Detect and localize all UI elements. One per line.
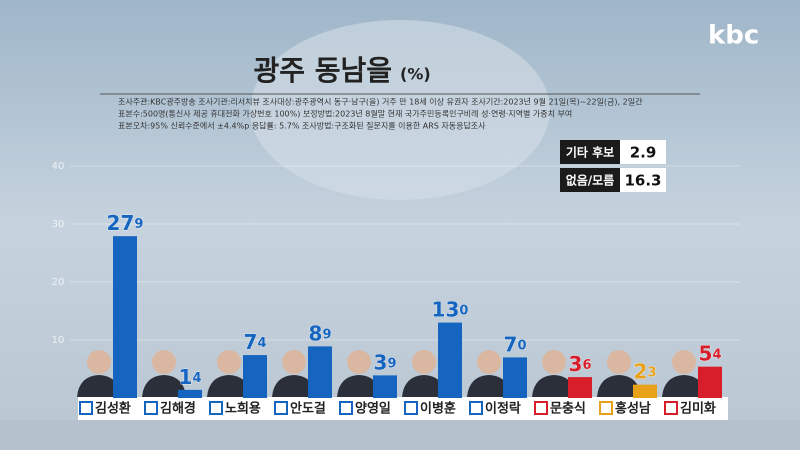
others-value-box (620, 140, 666, 164)
survey-note: 표본오차:95% 신뢰수준에서 ±4.4%p 응답률: 5.7% 조사방법:구조… (118, 121, 486, 131)
others-value: 16.3 (624, 172, 661, 190)
candidate-head (412, 350, 436, 374)
x-tick-label: 안도걸 (290, 401, 326, 417)
candidate-head (217, 350, 241, 374)
others-value: 2.9 (630, 144, 657, 162)
x-tick-label: 이병훈 (420, 401, 456, 417)
candidate-body (337, 375, 381, 397)
x-tick-label: 홍성남 (615, 401, 651, 417)
bar (373, 375, 397, 398)
party-icon (339, 401, 353, 415)
bar (503, 357, 527, 398)
party-icon (404, 401, 418, 415)
bar (308, 346, 332, 398)
candidate-body (77, 375, 121, 397)
candidate-body (467, 375, 511, 397)
candidate-body (532, 375, 576, 397)
x-tick-label: 양영일 (355, 402, 391, 417)
unit: (%) (400, 65, 431, 84)
party-icon (469, 401, 483, 415)
party-icon (664, 401, 678, 415)
party-icon (534, 401, 548, 415)
x-tick-label: 김성환 (95, 401, 131, 417)
others-label-box (560, 168, 620, 192)
value-label: 130 (432, 297, 469, 321)
candidate-body (272, 375, 316, 397)
x-tick-label: 노희용 (225, 401, 261, 417)
y-tick-label: 10 (52, 335, 65, 346)
candidate-head (607, 350, 631, 374)
candidate-head (347, 350, 371, 374)
party-icon (274, 401, 288, 415)
candidate-head (282, 350, 306, 374)
candidate-body (207, 375, 251, 397)
candidate-head (672, 350, 696, 374)
candidate-body (142, 375, 186, 397)
bar (178, 389, 202, 398)
others-label: 기타 후보 (566, 145, 614, 160)
candidate-body (402, 375, 446, 397)
name-strip (78, 397, 728, 420)
survey-note: 조사주관:KBC광주방송 조사기관:리서치뷰 조사대상:광주광역시 동구·남구(… (118, 97, 643, 107)
bar (568, 377, 592, 398)
bar (243, 355, 267, 398)
party-icon (79, 401, 93, 415)
candidate-head (87, 350, 111, 374)
x-tick-label: 김해경 (160, 401, 196, 417)
bar (633, 384, 657, 398)
party-icon (599, 401, 613, 415)
candidate-body (662, 375, 706, 397)
y-tick-label: 30 (52, 219, 65, 230)
value-label: 23 (634, 359, 657, 383)
candidate-body (597, 375, 641, 397)
others-value-box (620, 168, 666, 192)
value-label: 39 (374, 350, 397, 374)
bar (438, 322, 462, 398)
candidate-head (152, 350, 176, 374)
survey-note: 표본수:500명(통신사 제공 휴대전화 가상번호 100%) 보정방법:202… (118, 109, 572, 119)
others-label: 없음/모름 (566, 173, 615, 188)
candidate-head (477, 350, 501, 374)
value-label: 74 (244, 330, 267, 354)
value-label: 14 (179, 364, 202, 388)
value-label: 36 (569, 352, 592, 376)
others-label-box (560, 140, 620, 164)
value-label: 279 (107, 211, 144, 235)
candidate-head (542, 350, 566, 374)
value-label: 70 (504, 332, 527, 356)
party-icon (209, 401, 223, 415)
y-tick-label: 20 (52, 277, 65, 288)
party-icon (144, 401, 158, 415)
chart-title: 광주 동남을 (253, 54, 392, 87)
x-tick-label: 김미화 (680, 401, 716, 417)
value-label: 89 (309, 321, 332, 345)
x-tick-label: 이정락 (485, 401, 521, 417)
logo: kbc (708, 21, 759, 51)
x-tick-label: 문충식 (550, 401, 586, 417)
footer-band (0, 420, 800, 450)
bar (698, 366, 722, 398)
value-label: 54 (699, 341, 722, 365)
y-tick-label: 40 (52, 161, 65, 172)
dome (250, 20, 550, 200)
bar (113, 236, 137, 398)
